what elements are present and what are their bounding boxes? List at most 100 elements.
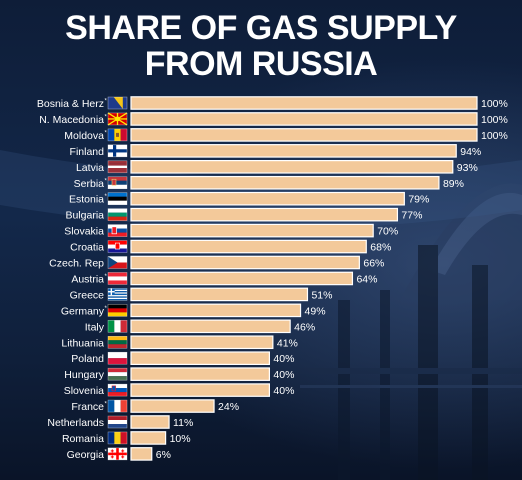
value-label: 51% [311, 289, 332, 301]
category-label: Georgia [67, 449, 105, 461]
italy-flag-icon [107, 320, 128, 333]
background-dome-highlight [430, 192, 522, 275]
value-label: 68% [370, 242, 391, 254]
category-label: Estonia [69, 194, 104, 206]
chart-row: Slovakia 70% [64, 223, 398, 238]
value-label: 100% [481, 130, 508, 142]
bar [130, 223, 374, 238]
bar [130, 175, 440, 190]
bar [130, 399, 215, 413]
category-label: N. Macedonia [39, 114, 104, 126]
chart-row: Bulgaria 77% [65, 207, 422, 222]
bar [130, 383, 270, 397]
note-asterisk: * [105, 449, 108, 455]
chart-title-line: SHARE OF GAS SUPPLY [65, 9, 457, 47]
romania-flag-icon [107, 431, 128, 445]
category-label: Hungary [64, 369, 104, 381]
value-label: 40% [273, 369, 294, 381]
bar [130, 287, 309, 302]
category-label: Italy [85, 321, 105, 333]
chart-row: Lithuania 41% [61, 335, 298, 350]
austria-flag-icon [107, 272, 128, 285]
value-label: 41% [277, 337, 298, 349]
chart-row: Serbia * 89% [74, 175, 464, 190]
bar [130, 447, 153, 461]
chart-row: Moldova * 100% [64, 128, 508, 142]
bar [130, 335, 274, 350]
bosnia-flag-icon [107, 96, 128, 110]
serbia-flag-icon [107, 176, 128, 189]
value-label: 66% [363, 258, 384, 270]
chart-row: Bosnia & Herz * 100% [37, 96, 508, 110]
chart-row: Latvia 93% [76, 160, 478, 174]
background-pipe [300, 385, 522, 388]
slovakia-flag-icon [107, 224, 128, 237]
bar [130, 415, 170, 429]
bar [130, 319, 291, 334]
category-label: Germany [61, 305, 105, 317]
france-flag-icon [107, 399, 128, 413]
value-label: 40% [273, 385, 294, 397]
chart-row: Italy 46% [85, 319, 315, 334]
bulgaria-flag-icon [107, 208, 128, 221]
note-asterisk: * [105, 178, 108, 184]
chart-row: Romania 10% [62, 431, 191, 445]
category-label: Croatia [70, 242, 104, 254]
czech-flag-icon [107, 256, 128, 269]
category-label: Slovakia [64, 226, 104, 238]
value-label: 93% [457, 162, 478, 174]
category-label: Netherlands [47, 417, 104, 429]
note-asterisk: * [105, 194, 108, 200]
category-label: Finland [70, 146, 105, 158]
bar [130, 303, 302, 318]
chart-row: Georgia * 6% [67, 447, 171, 461]
bar [130, 112, 478, 126]
chart-title-line: FROM RUSSIA [144, 45, 378, 83]
estonia-flag-icon [107, 192, 128, 205]
latvia-flag-icon [107, 160, 128, 174]
note-asterisk: * [105, 114, 108, 120]
chart-row: Finland 94% [70, 144, 481, 158]
lithuania-flag-icon [107, 336, 128, 349]
georgia-flag-icon [107, 447, 128, 461]
category-label: France [71, 401, 104, 413]
chart-row: Estonia * 79% [69, 191, 429, 206]
bar [130, 207, 399, 222]
value-label: 10% [170, 433, 191, 445]
chart-row: Austria * 64% [71, 271, 377, 286]
category-label: Austria [71, 273, 104, 285]
background-pipe [300, 368, 522, 374]
bar [130, 271, 354, 286]
value-label: 100% [481, 98, 508, 110]
category-label: Slovenia [64, 385, 104, 397]
bar [130, 144, 457, 158]
chart-row: Poland 40% [71, 351, 294, 365]
category-label: Lithuania [61, 337, 104, 349]
note-asterisk: * [105, 130, 108, 136]
value-label: 11% [173, 417, 193, 429]
bar [130, 431, 167, 445]
chart-row: N. Macedonia * 100% [39, 112, 508, 126]
category-label: Moldova [64, 130, 104, 142]
bar [130, 96, 478, 110]
value-label: 77% [401, 210, 422, 222]
category-label: Greece [70, 289, 105, 301]
chart-row: Hungary 40% [64, 367, 294, 381]
chart-row: France * 24% [71, 399, 239, 413]
chart-row: Czech. Rep 66% [49, 255, 384, 270]
greece-flag-icon [107, 288, 128, 301]
bar [130, 239, 367, 254]
bar [130, 128, 478, 142]
value-label: 100% [481, 114, 508, 126]
finland-flag-icon [107, 144, 128, 158]
chart-row: Netherlands 11% [47, 415, 193, 429]
slovenia-flag-icon [107, 383, 128, 397]
north-macedonia-flag-icon [107, 112, 128, 126]
chart-title: SHARE OF GAS SUPPLY FROM RUSSIA [0, 10, 522, 82]
chart-row: Greece 51% [70, 287, 332, 302]
moldova-flag-icon [107, 128, 128, 142]
value-label: 6% [156, 449, 171, 461]
bar [130, 160, 454, 174]
hungary-flag-icon [107, 367, 128, 381]
